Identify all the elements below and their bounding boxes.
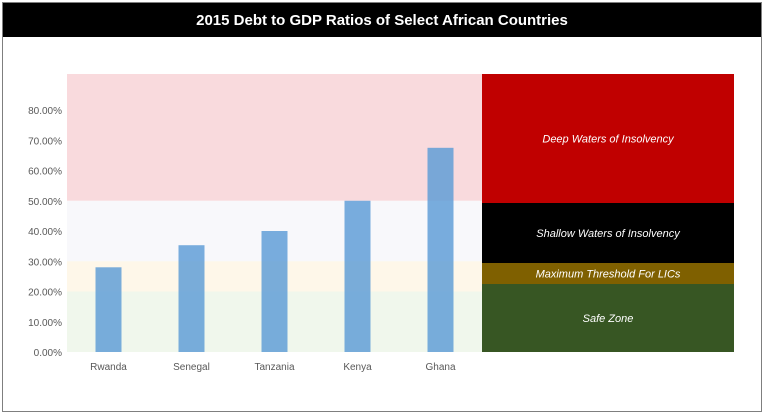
x-tick-label: Rwanda <box>90 362 127 373</box>
bars <box>95 147 454 352</box>
bar <box>344 200 371 352</box>
y-tick-label: 50.00% <box>28 197 62 208</box>
zone-legend-block <box>482 74 734 203</box>
zone-legend-block <box>482 284 734 352</box>
bar <box>427 147 454 352</box>
x-axis-ticks: Rwanda Senegal Tanzania Kenya Ghana <box>90 362 456 373</box>
zone-legend-block <box>482 263 734 284</box>
zone-legend-label: Deep Waters of Insolvency <box>542 134 675 146</box>
y-axis-ticks: 0.00% 10.00% 20.00% 30.00% 40.00% 50.00% 60.00… <box>28 106 62 359</box>
y-tick-label: 10.00% <box>28 318 62 329</box>
title-bar: 2015 Debt to GDP Ratios of Select Africa… <box>3 3 761 37</box>
y-tick-label: 30.00% <box>28 257 62 268</box>
zone-legend: Deep Waters of Insolvency Shallow Waters … <box>482 74 734 352</box>
y-tick-label: 0.00% <box>34 348 62 359</box>
zone-legend-label: Shallow Waters of Insolvency <box>536 228 681 240</box>
zone-band <box>67 74 482 201</box>
x-tick-label: Tanzania <box>254 362 294 373</box>
y-tick-label: 40.00% <box>28 227 62 238</box>
y-tick-label: 70.00% <box>28 136 62 147</box>
y-tick-label: 80.00% <box>28 106 62 117</box>
zone-legend-label: Maximum Threshold For LICs <box>536 269 681 281</box>
y-tick-label: 20.00% <box>28 288 62 299</box>
x-tick-label: Kenya <box>343 362 372 373</box>
bar <box>261 231 288 352</box>
zone-legend-block <box>482 203 734 263</box>
y-tick-label: 60.00% <box>28 167 62 178</box>
bar <box>95 267 122 352</box>
x-tick-label: Senegal <box>173 362 210 373</box>
chart-title: 2015 Debt to GDP Ratios of Select Africa… <box>196 11 568 29</box>
zone-legend-label: Safe Zone <box>583 313 634 325</box>
x-tick-label: Ghana <box>425 362 455 373</box>
bar <box>178 245 205 352</box>
